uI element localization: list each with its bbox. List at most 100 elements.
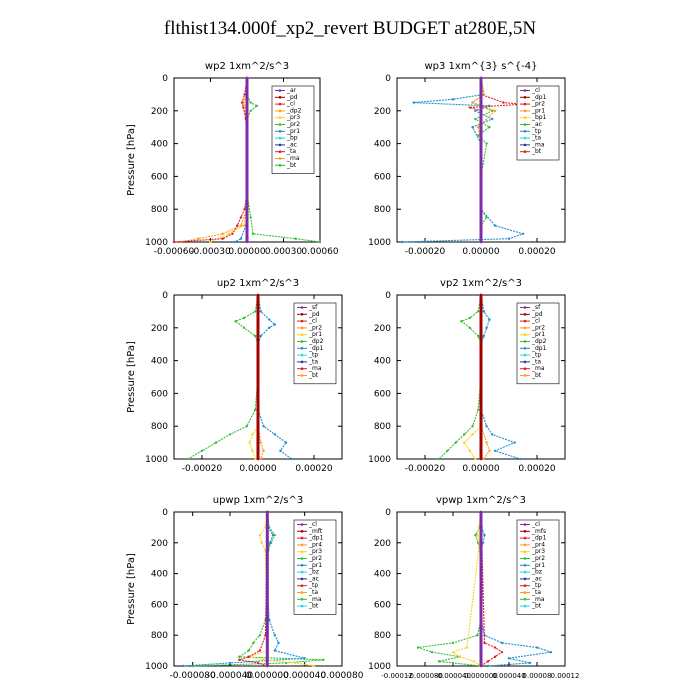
data-point (507, 657, 511, 660)
legend-marker (278, 150, 282, 153)
data-point (279, 449, 282, 452)
data-point (471, 101, 474, 104)
series-line-ac (417, 511, 482, 667)
x-tick-label: -0.000040 (435, 672, 471, 680)
data-point (460, 320, 463, 323)
legend-label: _bz (308, 569, 319, 576)
legend-marker (278, 157, 282, 160)
data-point (468, 326, 471, 329)
legend-marker (278, 109, 282, 113)
data-point (268, 326, 271, 329)
legend-marker (278, 164, 282, 167)
data-point (273, 533, 276, 537)
data-point (233, 240, 237, 244)
data-point (458, 655, 462, 658)
data-point (245, 76, 249, 80)
x-tick-label: 0.00000 (462, 464, 499, 474)
x-tick-label: 0.00008 (523, 672, 552, 680)
legend-label: _sf (531, 304, 541, 311)
legend-marker (523, 577, 527, 581)
legend-marker (523, 536, 527, 540)
legend-marker (523, 598, 527, 601)
data-point (488, 318, 491, 321)
data-point (290, 457, 293, 461)
data-point (186, 457, 190, 461)
legend-label: _dp1 (531, 94, 547, 101)
data-point (249, 216, 252, 219)
legend-label: _pr1 (286, 128, 300, 135)
legend-marker (300, 367, 304, 371)
data-point (268, 318, 271, 321)
data-point (251, 449, 254, 452)
series-line-dp1 (480, 294, 521, 460)
chart-panel-1: wp3 1xm^{3} s^{-4} 0 200 400 600 800 1000 -0.00… (368, 61, 566, 257)
legend-label: _pr1 (531, 331, 545, 338)
data-point (221, 232, 224, 235)
data-point (259, 441, 262, 444)
legend-marker (523, 591, 527, 594)
data-point (486, 664, 490, 668)
legend-marker (300, 598, 304, 601)
data-point (245, 425, 248, 428)
y-axis-label: Pressure [hPa] (126, 124, 137, 196)
legend-marker (300, 340, 304, 343)
series-line-tp (183, 511, 305, 667)
legend-label: _pr1 (531, 562, 545, 569)
data-point (479, 664, 483, 668)
data-point (476, 634, 479, 637)
y-tick-label: 0 (162, 291, 168, 301)
y-tick-label: 400 (151, 570, 168, 580)
data-point (463, 433, 466, 436)
series-line-pr2 (471, 77, 497, 242)
data-point (242, 316, 246, 320)
y-tick-label: 0 (162, 74, 168, 84)
data-point (248, 441, 251, 444)
data-point (312, 664, 316, 668)
legend-box (293, 302, 337, 385)
chart-title: wp3 1xm^{3} s^{-4} (424, 61, 537, 72)
legend-label: _bt (286, 162, 297, 169)
data-point (465, 646, 469, 649)
legend-label: _mfs (531, 528, 546, 535)
legend-label: _pr4 (531, 541, 545, 548)
legend-label: _cl (286, 101, 295, 108)
y-tick-label: 600 (151, 389, 168, 399)
data-point (485, 425, 488, 428)
legend-label: _ma (286, 155, 300, 162)
legend-marker (278, 136, 282, 140)
data-point (277, 641, 280, 645)
legend-label: _tp (531, 128, 541, 135)
legend-label: _ta (531, 358, 541, 365)
legend-label: _pr1 (531, 107, 545, 114)
legend-label: _ac (531, 121, 542, 128)
data-point (284, 441, 288, 444)
data-point (243, 93, 246, 96)
x-tick-label: 0.000040 (492, 672, 525, 680)
data-point (474, 109, 477, 113)
legend-marker (523, 374, 527, 377)
legend-label: _tp (308, 352, 318, 359)
data-point (500, 641, 504, 645)
x-tick-label: -0.00020 (405, 247, 446, 257)
x-tick-label: 0.00000 (239, 464, 276, 474)
legend-marker (523, 333, 527, 337)
data-point (273, 649, 276, 652)
x-tick-label: -0.00020 (182, 464, 223, 474)
legend-label: _dp2 (286, 107, 302, 114)
data-point (493, 224, 497, 227)
data-point (477, 126, 480, 129)
legend-marker (300, 347, 304, 350)
legend-marker (523, 143, 527, 147)
data-point (485, 216, 488, 219)
data-point (200, 449, 204, 452)
legend-label: _tp (531, 582, 541, 589)
data-point (240, 101, 244, 104)
y-tick-label: 400 (374, 140, 391, 150)
legend-marker (523, 123, 527, 126)
legend-label: _bt (308, 372, 319, 379)
y-tick-label: 600 (374, 172, 391, 182)
legend-marker (523, 326, 527, 330)
chart-title: up2 1xm^2/s^3 (217, 278, 299, 289)
data-point (234, 320, 237, 323)
